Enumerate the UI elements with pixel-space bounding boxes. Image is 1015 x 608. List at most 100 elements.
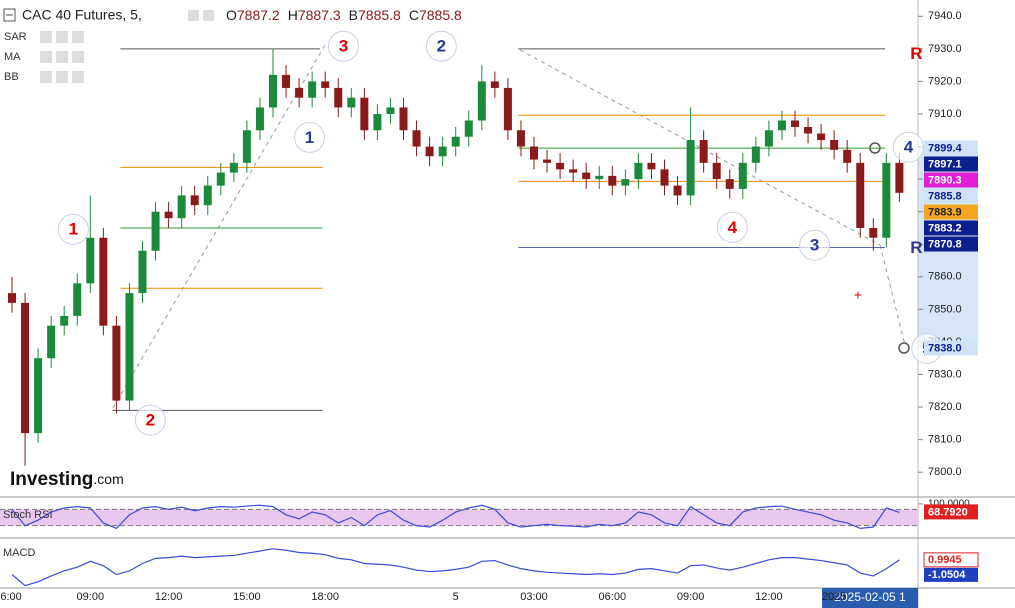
logo: Investing.com [10,469,124,490]
y-tick-label: 7920.0 [928,75,962,87]
candle-body [229,162,238,173]
indicator-icon[interactable] [56,71,68,83]
x-tick-label: 09:00 [77,591,105,603]
x-tick-label: 12:00 [155,591,183,603]
indicator-icon[interactable] [72,31,84,43]
candle-body [686,140,695,196]
candle-body [843,149,852,163]
candle-body [817,133,826,141]
candle-body [112,325,121,401]
candle-body [347,97,356,108]
indicator-label: MA [4,51,21,63]
ohlc-name: H [288,7,298,23]
candle-body [882,162,891,238]
candle-body [477,81,486,121]
candle-body [660,169,669,186]
ohlc-value: 7885.8 [358,7,401,23]
pane-label: MACD [3,547,35,559]
candle-body [399,107,408,131]
candle-body [464,120,473,137]
ohlc-value: 7887.2 [237,7,280,23]
price-tag [924,172,978,188]
indicator-icon[interactable] [40,31,52,43]
icon[interactable] [203,10,214,21]
ohlc-value: 7887.3 [298,7,341,23]
x-tick-label: 5 [453,591,459,603]
collapse-icon[interactable] [3,8,16,22]
y-tick-label: 7800.0 [928,466,962,478]
y-tick-label: 7810.0 [928,434,962,446]
candle-body [582,172,591,180]
y-tick-label: 7850.0 [928,303,962,315]
ohlc-readout: O7887.2 H7887.3 B7885.8 C7885.8 [226,7,462,23]
candle-body [804,127,813,134]
indicator-icon[interactable] [56,51,68,63]
candle-body [621,179,630,186]
wave-label: 4 [728,218,738,237]
y-tick-label: 7930.0 [928,43,962,55]
candle-body [490,81,499,88]
wave-label: 3 [339,37,348,56]
price-tag [924,204,978,220]
indicator-label: BB [4,71,19,83]
macd-line [11,548,900,587]
price-tag [924,188,978,204]
candle-body [725,179,734,189]
wave-circle [425,30,457,62]
y-tick-label: 7910.0 [928,108,962,120]
candle-body [373,113,382,131]
chart-title: CAC 40 Futures, 5, [22,7,142,23]
candle-body [203,185,212,206]
x-tick-label: 09:00 [677,591,705,603]
candle-body [242,130,251,163]
price-tag [924,220,978,236]
x-tick-label: 15:00 [233,591,261,603]
candle-body [125,293,134,401]
macd-tag [923,552,979,568]
y-tick-label: 100.0000 [928,499,970,510]
x-tick-label: 06:00 [599,591,627,603]
price-tag-label: 7870.8 [928,238,962,250]
price-tag-label: 7885.8 [928,190,962,202]
candle-body [8,293,16,303]
price-tag [924,156,978,172]
price-tag-label: 7883.2 [928,222,962,234]
x-tick-label: 18:00 [311,591,339,603]
candle-body [451,136,460,147]
icon[interactable] [188,10,199,21]
ohlc-name: C [409,7,419,23]
candle-body [869,227,878,238]
stoch-line [11,504,900,530]
wave-label: 3 [810,236,819,255]
indicator-icon[interactable] [40,51,52,63]
candle-body [556,162,565,170]
wave-label: R [910,44,922,63]
y-tick-label: 7830.0 [928,368,962,380]
candle-body [543,159,552,163]
candle-body [777,120,786,131]
y-tick-label: 7940.0 [928,10,962,22]
candle-body [673,185,682,196]
candle-body [412,130,421,147]
candle-body [738,162,747,189]
candle-body [321,81,330,88]
indicator-icon[interactable] [72,71,84,83]
candle-body [386,107,395,114]
indicator-icon[interactable] [56,31,68,43]
candle-body [530,146,538,160]
candle-body [699,140,708,163]
wave-line [879,244,906,346]
price-tag-label: 7883.9 [928,206,962,218]
candle-body [569,169,578,173]
date-box [822,588,918,608]
price-tag-label: 7838.0 [928,342,962,354]
wave-label: 4 [904,138,914,157]
indicator-icon[interactable] [72,51,84,63]
indicator-icon[interactable] [40,71,52,83]
candle-body [647,162,656,170]
wave-label: 1 [305,128,314,147]
wave-circle [716,211,748,243]
candle-body [334,87,343,108]
candle-body [608,175,617,186]
